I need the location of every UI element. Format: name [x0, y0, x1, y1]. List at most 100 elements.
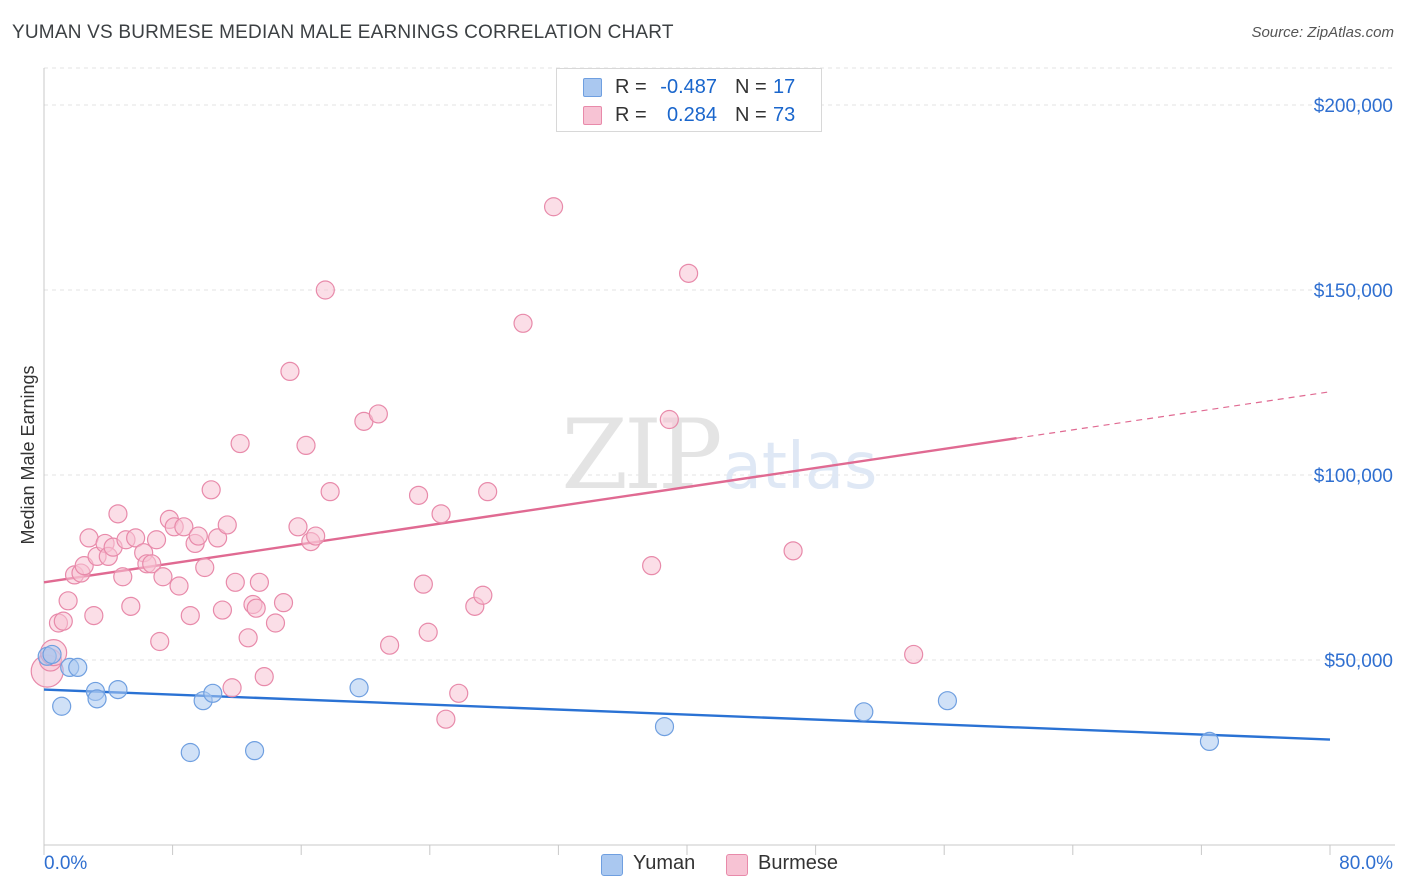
x-tick-label: 80.0% [1339, 853, 1393, 874]
data-point-burmese [212, 600, 233, 620]
watermark: ZIP atlas [561, 399, 877, 511]
data-point-burmese [315, 280, 335, 300]
data-point-burmese [659, 409, 679, 430]
legend-n-value: 17 [773, 76, 796, 98]
data-point-burmese [169, 576, 189, 596]
bottom-legend-label-burmese: Burmese [758, 852, 839, 874]
data-point-burmese [368, 404, 388, 424]
data-point-burmese [108, 504, 128, 524]
data-point-burmese [146, 530, 167, 550]
data-point-burmese [84, 605, 104, 626]
legend-swatch-burmese [583, 106, 602, 125]
data-point-burmese [74, 556, 94, 576]
data-point-burmese [113, 567, 133, 587]
data-point-yuman [349, 678, 369, 698]
data-point-burmese [180, 605, 200, 626]
data-point-burmese [543, 197, 564, 217]
data-point-burmese [142, 554, 162, 574]
data-point-burmese [642, 556, 662, 576]
data-point-burmese [254, 667, 274, 687]
data-point-burmese [280, 361, 300, 381]
legend-r-label: R = [615, 76, 647, 98]
bottom-legend-swatch-burmese [726, 854, 748, 876]
data-point-burmese [121, 596, 141, 616]
data-point-burmese [473, 585, 493, 605]
data-point-burmese [150, 631, 170, 652]
data-point-yuman [1199, 731, 1220, 752]
data-point-burmese [513, 313, 533, 333]
trend-line-yuman [43, 688, 1331, 741]
tick-labels: $50,000 $100,000 $150,000 $200,000 0.0% 80.0% [44, 96, 1393, 874]
data-point-burmese [449, 683, 469, 703]
data-point-yuman [42, 644, 62, 665]
y-tick-label: $200,000 [1314, 96, 1393, 117]
data-point-burmese [188, 526, 208, 546]
chart-title: YUMAN VS BURMESE MEDIAN MALE EARNINGS CO… [12, 22, 674, 43]
data-point-yuman [244, 741, 265, 761]
data-point-burmese [238, 628, 258, 648]
axes [43, 68, 1395, 855]
data-point-burmese [320, 482, 340, 502]
trend-line-extension-burmese [1016, 391, 1331, 439]
source-label: Source: ZipAtlas.com [1251, 24, 1394, 41]
legend-swatch-yuman [583, 78, 602, 97]
data-point-burmese [195, 557, 215, 578]
trend-line-burmese [43, 437, 1017, 584]
data-point-burmese [418, 622, 438, 642]
legend-r-label: R = [615, 104, 647, 126]
data-point-burmese [288, 517, 308, 537]
data-point-burmese [431, 504, 451, 524]
grid-lines [44, 67, 1395, 661]
legend-n-label: N = [735, 104, 767, 126]
watermark-zip: ZIP [561, 399, 720, 511]
data-point-burmese [126, 528, 146, 548]
data-point-burmese [79, 528, 99, 548]
data-point-yuman [854, 702, 874, 722]
data-point-burmese [58, 591, 78, 611]
data-point-burmese [783, 541, 803, 561]
data-point-burmese [222, 678, 242, 698]
data-point-burmese [153, 567, 173, 587]
legend-row-burmese: R = 0.284 N = 73 [557, 101, 821, 129]
data-point-yuman [52, 696, 72, 716]
legend-n-label: N = [735, 76, 767, 98]
y-axis-label: Median Male Earnings [18, 365, 38, 544]
data-point-burmese [225, 572, 245, 592]
data-point-burmese [380, 635, 400, 655]
watermark-atlas: atlas [723, 430, 878, 504]
y-tick-label: $100,000 [1314, 466, 1393, 487]
data-point-burmese [208, 528, 228, 548]
data-point-burmese [478, 482, 498, 502]
data-point-burmese [436, 709, 456, 729]
data-point-burmese [679, 263, 699, 283]
data-point-burmese [246, 598, 266, 618]
legend-n-value: 73 [773, 104, 796, 126]
data-point-yuman [108, 679, 128, 700]
data-point-burmese [174, 517, 194, 537]
data-point-burmese [306, 526, 326, 546]
data-point-burmese [904, 644, 924, 665]
data-points [30, 197, 1220, 763]
legend-r-value: 0.284 [666, 104, 717, 126]
data-point-yuman [68, 657, 88, 678]
bottom-legend-label-yuman: Yuman [633, 852, 696, 874]
data-point-yuman [180, 742, 200, 763]
data-point-burmese [217, 515, 237, 535]
y-tick-label: $150,000 [1314, 281, 1393, 302]
bottom-legend-swatch-yuman [601, 854, 623, 876]
data-point-burmese [273, 593, 294, 613]
data-point-burmese [53, 611, 73, 631]
data-point-burmese [408, 485, 429, 505]
legend-r-value: -0.487 [660, 76, 717, 98]
y-tick-label: $50,000 [1324, 651, 1393, 672]
data-point-yuman [937, 691, 958, 711]
legend-row-yuman: R = -0.487 N = 17 [557, 73, 821, 101]
data-point-burmese [201, 480, 221, 500]
data-point-burmese [413, 574, 433, 594]
data-point-burmese [249, 572, 270, 592]
data-point-burmese [230, 433, 250, 454]
x-tick-label: 0.0% [44, 853, 87, 874]
data-point-yuman [203, 683, 223, 703]
data-point-burmese [296, 435, 316, 455]
